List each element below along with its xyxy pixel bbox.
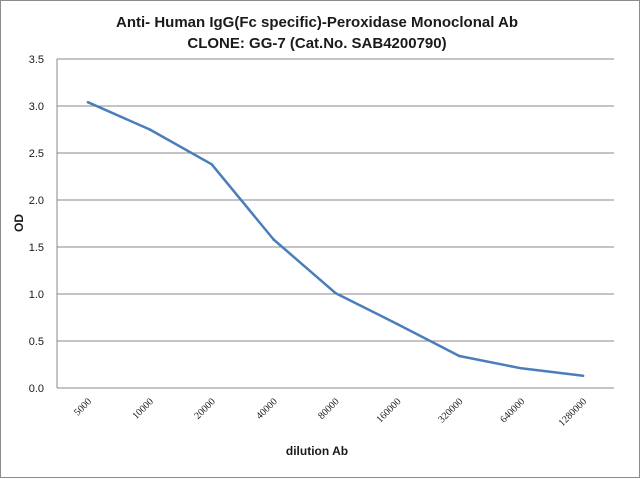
x-tick-label: 80000 (316, 396, 341, 421)
y-tick-label: 0.0 (29, 383, 44, 395)
series-group (86, 100, 585, 378)
data-point (519, 366, 523, 370)
data-point (272, 238, 275, 241)
data-point (581, 374, 585, 378)
x-tick-label: 640000 (498, 396, 527, 425)
x-tick-label: 40000 (254, 396, 279, 421)
chart-title: Anti- Human IgG(Fc specific)-Peroxidase … (116, 14, 518, 31)
x-tick-label: 1280000 (557, 396, 590, 429)
x-tick-label: 5000 (72, 396, 94, 418)
y-tick-label: 1.0 (29, 289, 44, 301)
data-point (396, 322, 399, 326)
y-tick-labels: 0.0 0.5 1.0 1.5 2.0 2.5 3.0 3.5 (29, 54, 44, 395)
data-point (210, 162, 214, 166)
x-tick-label: 10000 (130, 396, 155, 421)
x-tick-label: 320000 (436, 396, 465, 425)
x-axis-title: dilution Ab (286, 444, 348, 458)
y-tick-label: 2.5 (29, 148, 44, 160)
y-tick-label: 1.5 (29, 242, 44, 254)
y-tick-label: 0.5 (29, 336, 44, 348)
y-tick-label: 3.0 (29, 101, 44, 113)
data-point (86, 100, 90, 104)
data-point (148, 128, 152, 131)
gridlines (56, 58, 614, 389)
series-line (87, 101, 584, 378)
data-point (334, 291, 337, 295)
y-tick-label: 3.5 (29, 54, 44, 66)
x-tick-labels: 5000 10000 20000 40000 80000 160000 320000 6400… (72, 396, 589, 429)
data-point (457, 354, 461, 358)
y-tick-label: 2.0 (29, 195, 44, 207)
x-tick-label: 160000 (375, 396, 404, 425)
chart-subtitle: CLONE: GG-7 (Cat.No. SAB4200790) (187, 35, 446, 52)
x-tick-label: 20000 (192, 396, 217, 421)
y-axis-title: OD (12, 214, 26, 232)
